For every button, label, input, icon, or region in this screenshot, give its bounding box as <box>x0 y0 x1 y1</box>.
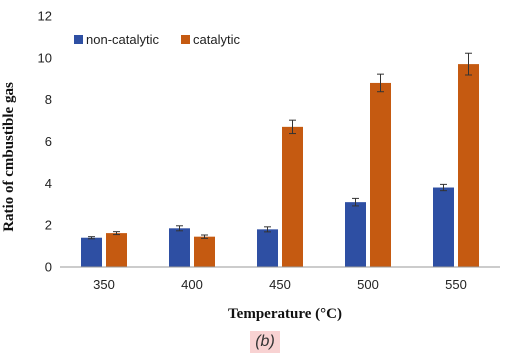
x-tick-label: 450 <box>269 277 291 292</box>
error-bar-non-catalytic-500 <box>352 197 359 207</box>
x-tick-label: 500 <box>357 277 379 292</box>
x-axis-title: Temperature (°C) <box>228 306 342 322</box>
bar-non-catalytic-400 <box>169 228 190 267</box>
bar-catalytic-450 <box>282 126 303 267</box>
x-tick-label: 400 <box>181 277 203 292</box>
error-bar-non-catalytic-550 <box>440 183 447 192</box>
bar-non-catalytic-500 <box>345 202 366 267</box>
y-tick-label: 6 <box>45 134 52 149</box>
error-bar-catalytic-500 <box>377 73 384 93</box>
legend-label-non-catalytic: non-catalytic <box>86 32 159 47</box>
x-tick-label: 550 <box>445 277 467 292</box>
y-tick-label: 2 <box>45 218 52 233</box>
y-tick-label: 8 <box>45 92 52 107</box>
bar-catalytic-400 <box>194 236 215 267</box>
error-bar-non-catalytic-400 <box>176 225 183 232</box>
x-tick-labels: 350 400 450 500 550 <box>93 277 467 292</box>
error-bar-catalytic-350 <box>113 231 120 236</box>
error-bar-catalytic-400 <box>201 234 208 239</box>
y-tick-label: 10 <box>38 50 52 65</box>
bar-non-catalytic-550 <box>433 187 454 267</box>
legend: non-catalytic catalytic <box>74 32 240 47</box>
x-tick-label: 350 <box>93 277 115 292</box>
y-tick-label: 4 <box>45 176 52 191</box>
error-bar-non-catalytic-350 <box>88 236 95 240</box>
panel-label: (b) <box>250 331 280 353</box>
bar-catalytic-550 <box>458 64 479 267</box>
y-axis-title: Ratio of cmbustible gas <box>1 82 17 232</box>
bar-catalytic-350 <box>106 233 127 267</box>
error-bars-group <box>88 52 472 240</box>
legend-swatch-catalytic <box>181 35 190 44</box>
error-bar-catalytic-550 <box>465 52 472 76</box>
legend-swatch-non-catalytic <box>74 35 83 44</box>
y-tick-label: 0 <box>45 260 52 275</box>
bars-group <box>81 64 479 267</box>
legend-label-catalytic: catalytic <box>193 32 240 47</box>
error-bar-catalytic-450 <box>289 119 296 135</box>
bar-catalytic-500 <box>370 82 391 267</box>
bar-non-catalytic-350 <box>81 237 102 267</box>
bar-non-catalytic-450 <box>257 229 278 267</box>
y-tick-label: 12 <box>38 9 52 24</box>
y-tick-labels: 0 2 4 6 8 10 12 <box>38 9 52 275</box>
error-bar-non-catalytic-450 <box>264 226 271 233</box>
